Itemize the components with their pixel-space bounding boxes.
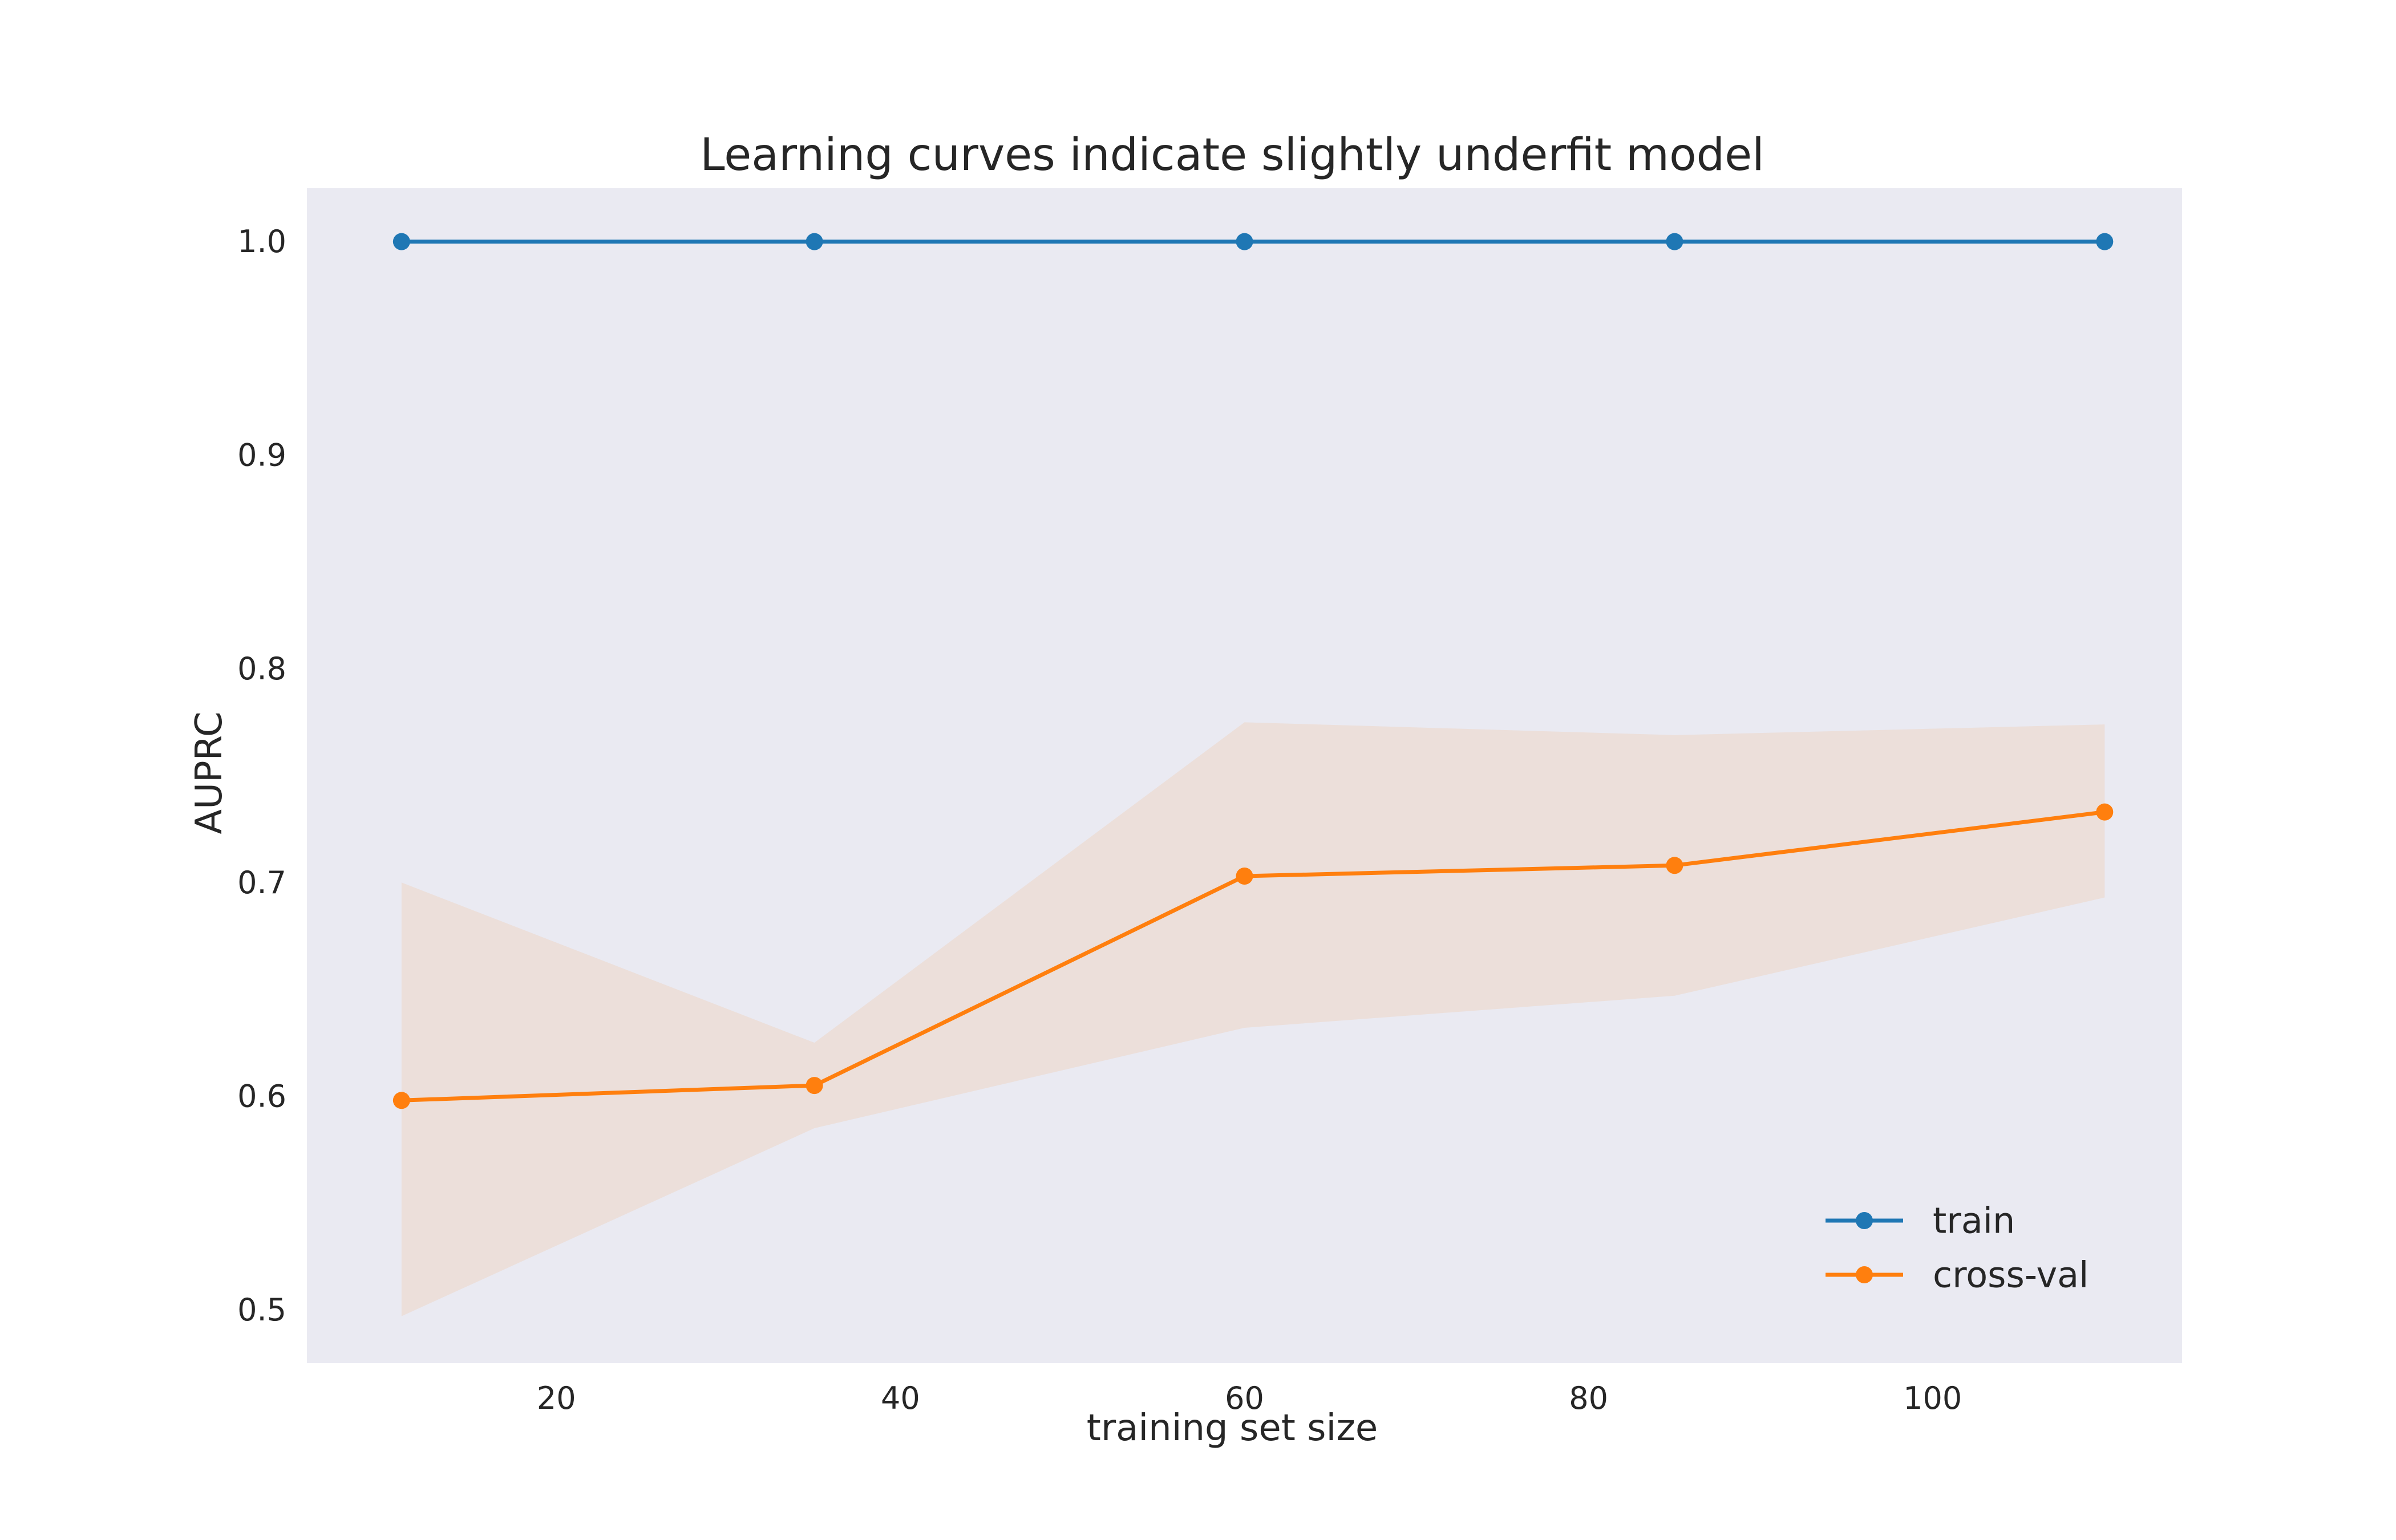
train-point	[1666, 233, 1683, 250]
cross-val-point	[392, 1092, 410, 1109]
x-tick-label: 100	[1903, 1380, 1962, 1416]
legend: train cross-val	[1826, 1200, 2089, 1296]
train-point	[806, 233, 823, 250]
cross-val-point	[2096, 803, 2114, 821]
x-axis-ticks: 20 40 60 80 100	[537, 1380, 1962, 1416]
legend-cross-val-marker	[1856, 1266, 1873, 1283]
legend-train-label: train	[1933, 1200, 2015, 1242]
plot-area	[307, 188, 2182, 1363]
x-tick-label: 60	[1225, 1380, 1264, 1416]
y-tick-label: 0.8	[237, 651, 286, 687]
legend-cross-val-label: cross-val	[1933, 1254, 2089, 1296]
y-tick-label: 0.7	[237, 865, 286, 901]
train-point	[392, 233, 410, 250]
x-tick-label: 40	[881, 1380, 920, 1416]
y-tick-label: 0.9	[237, 437, 286, 473]
y-tick-label: 1.0	[237, 224, 286, 260]
series-markers	[392, 233, 2114, 1109]
y-axis-label: AUPRC	[188, 711, 230, 834]
y-tick-label: 0.5	[237, 1292, 286, 1328]
x-tick-label: 20	[537, 1380, 576, 1416]
cross-val-point	[806, 1077, 823, 1095]
chart-title: Learning curves indicate slightly underf…	[700, 129, 1764, 181]
cross-val-point	[1236, 868, 1253, 885]
train-point	[2096, 233, 2114, 250]
y-tick-label: 0.6	[237, 1078, 286, 1114]
y-axis-ticks: 0.5 0.6 0.7 0.8 0.9 1.0	[237, 224, 286, 1328]
legend-train-marker	[1856, 1212, 1873, 1229]
train-point	[1236, 233, 1253, 250]
x-axis-label: training set size	[1087, 1407, 1378, 1449]
cross-val-point	[1666, 857, 1683, 874]
x-tick-label: 80	[1569, 1380, 1608, 1416]
